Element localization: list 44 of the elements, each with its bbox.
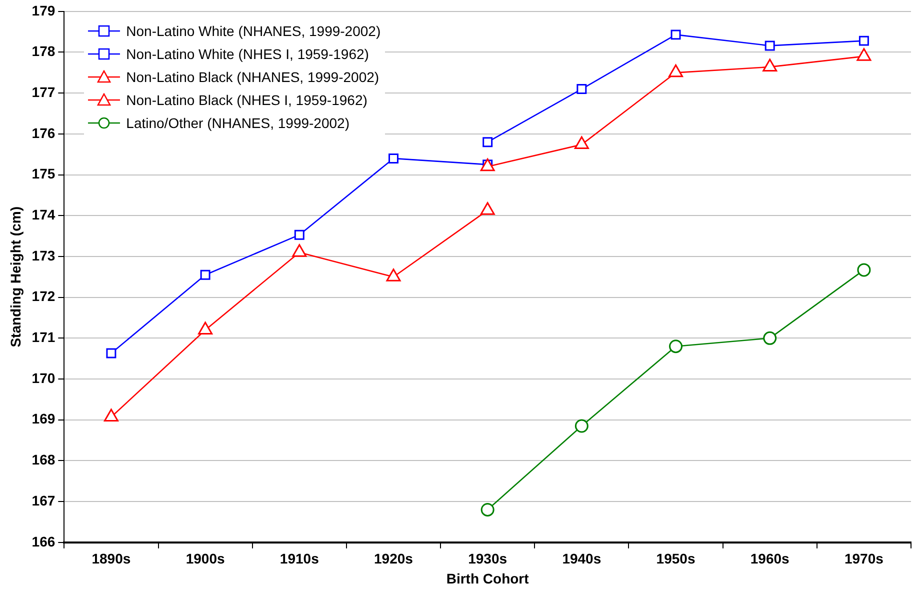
y-tick-label: 177 — [32, 84, 56, 100]
legend-label: Non-Latino White (NHES I, 1959-1962) — [126, 46, 369, 62]
legend-label: Non-Latino Black (NHANES, 1999-2002) — [126, 68, 380, 85]
point — [294, 230, 304, 240]
point — [574, 419, 588, 433]
point — [482, 137, 493, 148]
point — [669, 340, 683, 354]
y-tick-label: 167 — [32, 492, 56, 508]
y-tick-label: 174 — [32, 206, 56, 222]
y-tick-label: 170 — [32, 370, 56, 386]
y-tick-label: 166 — [32, 533, 56, 550]
point — [670, 30, 681, 40]
legend-label: Latino/Other (NHANES, 1999-2002) — [126, 114, 350, 131]
x-tick-label: 1900s — [186, 550, 225, 567]
point — [764, 40, 775, 51]
point — [106, 348, 116, 358]
y-tick-label: 169 — [32, 410, 56, 427]
y-tick-label: 179 — [32, 2, 56, 18]
y-axis-title: Standing Height (cm) — [7, 206, 24, 348]
point — [200, 270, 210, 280]
x-tick-label: 1940s — [562, 550, 602, 567]
y-tick-label: 171 — [32, 329, 56, 346]
x-tick-label: 1970s — [844, 550, 884, 567]
point — [763, 331, 777, 345]
x-tick-label: 1950s — [656, 550, 696, 567]
legend-label: Non-Latino White (NHANES, 1999-2002) — [126, 22, 381, 39]
x-tick-label: 1960s — [750, 550, 790, 567]
y-tick-label: 172 — [32, 288, 56, 304]
y-tick-label: 176 — [32, 124, 56, 141]
x-tick-label: 1920s — [374, 550, 414, 567]
x-axis-title: Birth Cohort — [446, 570, 530, 586]
y-tick-label: 173 — [32, 247, 56, 264]
x-tick-label: 1890s — [92, 550, 131, 567]
x-tick-label: 1910s — [280, 550, 320, 567]
y-tick-label: 168 — [32, 452, 56, 468]
legend-label: Non-Latino Black (NHES I, 1959-1962) — [126, 92, 368, 108]
x-tick-label: 1930s — [468, 550, 508, 567]
y-tick-label: 178 — [32, 43, 56, 60]
y-tick-label: 175 — [32, 166, 56, 182]
point — [858, 36, 869, 46]
point — [576, 84, 587, 94]
point — [857, 263, 871, 277]
point — [480, 502, 494, 516]
point — [388, 153, 398, 164]
